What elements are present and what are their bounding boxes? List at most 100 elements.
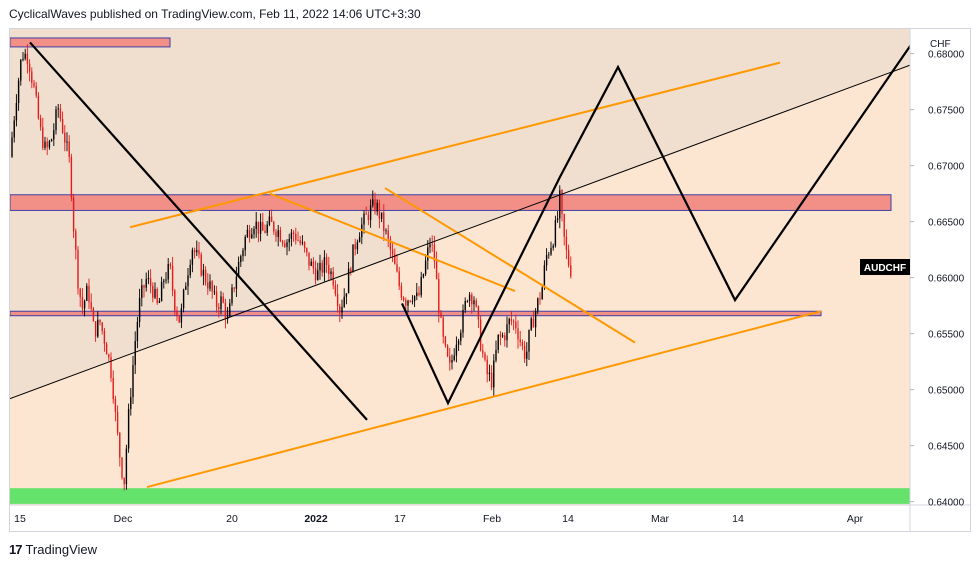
candle-body xyxy=(101,322,103,331)
candle xyxy=(218,303,220,318)
candle-body xyxy=(33,82,35,87)
candle-body xyxy=(211,281,213,292)
candle xyxy=(165,271,167,284)
candle-body xyxy=(526,351,528,359)
price-tick-label: 0.65500 xyxy=(928,330,965,341)
candle-body xyxy=(550,247,552,255)
candle xyxy=(262,212,264,231)
currency-label: CHF xyxy=(930,39,951,50)
candle-body xyxy=(416,292,418,297)
candle xyxy=(521,339,524,351)
candle xyxy=(42,117,44,151)
candle xyxy=(286,239,288,256)
candle-body xyxy=(253,229,255,235)
candle xyxy=(35,81,37,98)
candle-body xyxy=(288,238,290,243)
candle xyxy=(301,235,304,246)
candle xyxy=(154,282,156,300)
candle xyxy=(68,135,70,163)
candle-body xyxy=(383,212,385,232)
candle-body xyxy=(92,308,95,322)
candle-body xyxy=(143,285,145,288)
candle xyxy=(299,236,301,246)
candle xyxy=(385,228,387,235)
candle xyxy=(453,348,455,362)
channel-bottom-orange xyxy=(146,310,822,489)
shaded-area xyxy=(10,29,910,399)
candle xyxy=(367,211,370,226)
candle xyxy=(229,298,231,318)
candle xyxy=(13,116,15,143)
candle-body xyxy=(68,141,70,158)
candle-body xyxy=(284,243,286,248)
candle xyxy=(145,272,147,292)
candle-body xyxy=(207,282,209,289)
candle xyxy=(468,291,471,307)
candle-body xyxy=(70,157,73,198)
footer-brand[interactable]: 17 TradingView xyxy=(9,542,97,557)
candle xyxy=(136,316,139,349)
candle-body xyxy=(427,247,429,261)
candle-body xyxy=(308,252,310,266)
candle xyxy=(297,231,299,242)
candlestick-chart[interactable]: 0.68000 0.67500 0.67000 0.66500 0.66000 0.655… xyxy=(10,29,970,531)
candle xyxy=(72,193,75,239)
candle xyxy=(413,295,416,308)
candle-body xyxy=(561,190,563,215)
candle xyxy=(484,351,486,362)
candle xyxy=(15,94,18,127)
wedge-upper-orange xyxy=(384,187,636,344)
candle-body xyxy=(556,218,559,221)
candle-body xyxy=(292,232,295,234)
price-tick-label: 0.66000 xyxy=(928,274,965,285)
candle xyxy=(504,332,506,347)
candle xyxy=(424,254,427,277)
candle-body xyxy=(204,269,207,283)
candle-body xyxy=(449,356,451,363)
time-tick-label: 2022 xyxy=(304,513,328,525)
candle-body xyxy=(446,345,449,357)
candle-body xyxy=(189,264,191,276)
candle-body xyxy=(90,302,92,309)
chart-frame[interactable]: 0.68000 0.67500 0.67000 0.66500 0.66000 0.655… xyxy=(9,28,971,532)
candle-body xyxy=(48,141,51,148)
candle xyxy=(83,299,86,317)
candle-body xyxy=(534,311,537,328)
candle-body xyxy=(418,292,420,296)
candle-body xyxy=(565,236,568,250)
candle-body xyxy=(402,297,405,301)
time-tick-label: Dec xyxy=(114,513,133,525)
candle xyxy=(22,51,24,62)
candle-body xyxy=(363,213,365,225)
candle xyxy=(407,299,409,313)
candle-body xyxy=(176,310,178,316)
candle xyxy=(541,284,543,300)
candle xyxy=(121,456,123,480)
candle xyxy=(240,254,242,267)
candle-body xyxy=(242,250,244,257)
candle-body xyxy=(336,294,339,307)
candle-body xyxy=(391,249,394,255)
candle xyxy=(53,123,55,147)
candle xyxy=(396,254,398,273)
candle xyxy=(319,254,321,280)
candle-body xyxy=(372,199,374,206)
candle xyxy=(57,103,59,118)
time-axis[interactable]: 15 Dec 20 2022 17 Feb 14 Mar 14 Apr xyxy=(14,513,864,525)
candle-body xyxy=(108,354,110,358)
candle-body xyxy=(103,330,106,344)
candle-body xyxy=(81,296,84,309)
price-axis[interactable]: 0.68000 0.67500 0.67000 0.66500 0.66000 0.655… xyxy=(910,50,965,509)
candle xyxy=(275,229,277,242)
candle xyxy=(125,444,128,490)
candle-body xyxy=(453,355,455,360)
candle-body xyxy=(433,244,436,262)
candle xyxy=(442,314,444,344)
candle-body xyxy=(22,58,24,60)
candle xyxy=(101,321,103,335)
candle xyxy=(488,364,491,382)
candle-body xyxy=(37,95,40,119)
candle-body xyxy=(499,334,502,337)
candle xyxy=(471,292,473,314)
candle-body xyxy=(273,221,275,232)
